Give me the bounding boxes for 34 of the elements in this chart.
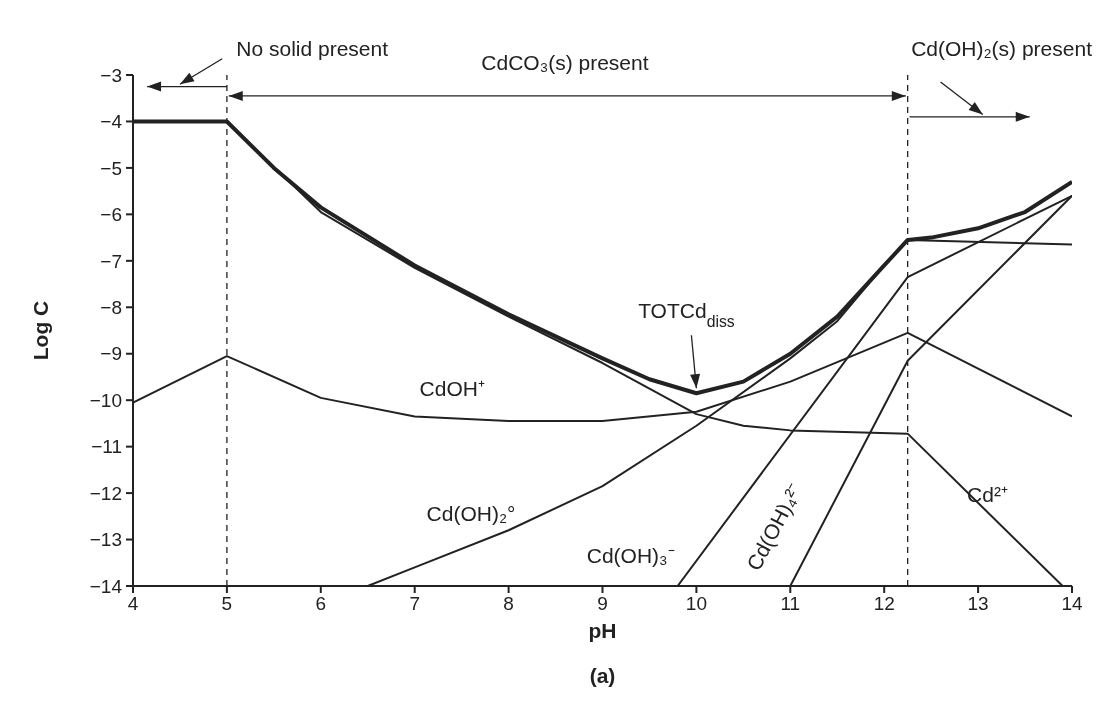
x-tick-label: 6	[315, 593, 327, 615]
series-label: Cd²⁺	[967, 483, 1008, 507]
text: (a)	[589, 664, 616, 687]
y-tick-label: −11	[91, 436, 122, 458]
x-tick-label: 4	[127, 593, 139, 615]
series-label: Cd(OH)₃⁻	[586, 543, 675, 567]
y-tick-label: −9	[100, 343, 122, 365]
y-axis-title: Log C	[29, 300, 52, 361]
y-tick-label: −13	[89, 529, 122, 551]
x-tick-label: 5	[221, 593, 233, 615]
text: No solid present	[236, 37, 389, 61]
y-tick-label: −12	[89, 482, 122, 504]
y-tick-label: −4	[100, 111, 123, 133]
text: CdCO₃(s) present	[481, 51, 649, 75]
x-tick-label: 8	[503, 593, 514, 615]
y-tick-label: −5	[100, 157, 122, 179]
y-tick-label: −10	[89, 389, 122, 411]
x-tick-label: 11	[780, 593, 801, 615]
x-tick-label: 12	[873, 593, 895, 615]
y-tick-label: −7	[100, 250, 122, 272]
x-tick-label: 9	[597, 593, 608, 615]
x-tick-label: 7	[409, 593, 420, 615]
y-tick-label: −8	[100, 297, 122, 319]
x-axis-title: pH	[588, 619, 617, 642]
y-tick-label: −6	[100, 204, 122, 226]
series-label: Cd(OH)₂°	[426, 501, 516, 525]
text: Cd(OH)₂(s) present	[911, 37, 1093, 61]
x-tick-label: 14	[1061, 593, 1083, 615]
x-tick-label: 10	[685, 593, 707, 615]
y-tick-label: −14	[89, 575, 123, 597]
series-label: CdOH⁺	[419, 376, 485, 400]
x-tick-label: 13	[967, 593, 989, 615]
annotation: TOTCd$_{diss}$	[638, 299, 735, 330]
y-tick-label: −3	[100, 64, 122, 86]
